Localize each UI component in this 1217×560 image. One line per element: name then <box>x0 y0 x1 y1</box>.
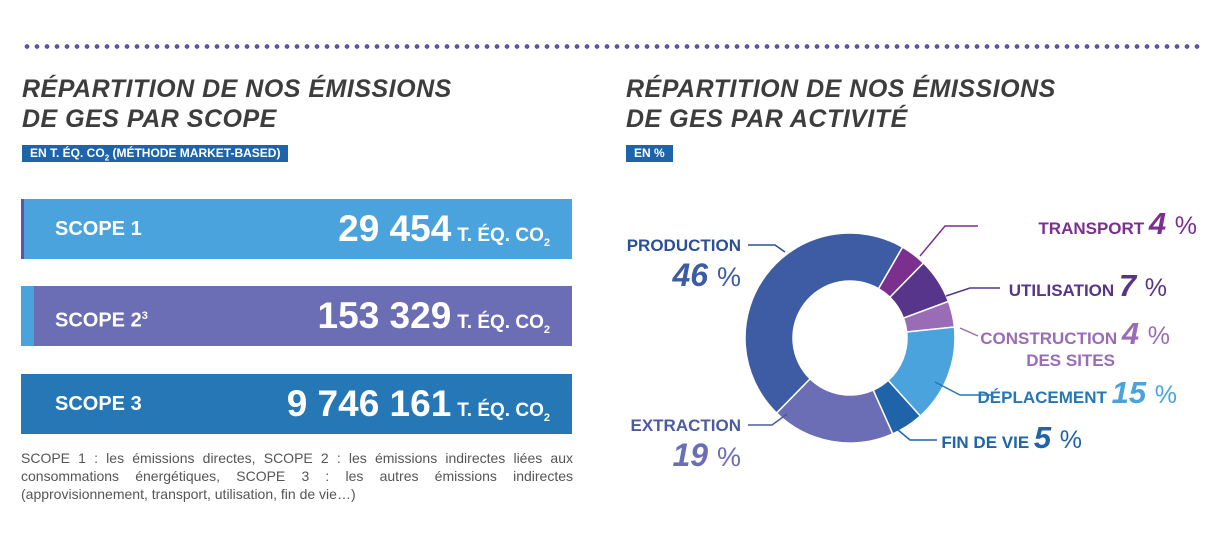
scope-title-line2: DE GES PAR SCOPE <box>22 105 277 133</box>
activity-unit-tag-text: EN % <box>634 146 665 160</box>
scope-1-value: 29 454 T. ÉQ. CO2 <box>338 199 550 273</box>
scope-2-value: 153 329 T. ÉQ. CO2 <box>318 286 550 360</box>
label-value-transport: TRANSPORT 4 % <box>1038 206 1197 241</box>
leader-line-d-placement <box>934 381 993 396</box>
donut-slice-production <box>744 232 904 415</box>
value-extraction: 19 % <box>673 437 742 473</box>
label-value-utilisation: UTILISATION 7 % <box>1009 268 1167 303</box>
scope-2-number: 153 329 <box>317 295 452 336</box>
scope-2-label: SCOPE 23 <box>55 286 148 351</box>
scope-2-bar: SCOPE 23 153 329 T. ÉQ. CO2 <box>21 286 572 346</box>
scope-unit-tag-suffix: (MÉTHODE MARKET-BASED) <box>109 146 281 160</box>
scope-1-unit-sub: 2 <box>543 236 550 249</box>
activity-unit-tag: EN % <box>626 145 673 162</box>
scope-2-unit-sub: 2 <box>543 323 550 336</box>
scope-1-accent <box>21 199 24 259</box>
scope-title: RÉPARTITION DE NOS ÉMISSIONS DE GES PAR … <box>22 74 452 134</box>
scope-1-label: SCOPE 1 <box>55 199 142 259</box>
scope-2-unit: T. ÉQ. CO <box>457 312 544 333</box>
scope-3-label-text: SCOPE 3 <box>55 393 142 415</box>
activity-title: RÉPARTITION DE NOS ÉMISSIONS DE GES PAR … <box>626 74 1056 134</box>
scope-3-number: 9 746 161 <box>286 383 452 424</box>
scope-1-bar: SCOPE 1 29 454 T. ÉQ. CO2 <box>21 199 572 259</box>
leader-line-production <box>748 244 786 253</box>
scope-3-bar: SCOPE 3 9 746 161 T. ÉQ. CO2 <box>21 374 572 434</box>
activity-title-line1: RÉPARTITION DE NOS ÉMISSIONS <box>626 75 1056 103</box>
scope-1-label-text: SCOPE 1 <box>55 218 142 240</box>
label-value-d-placement: DÉPLACEMENT 15 % <box>978 375 1177 410</box>
leader-line-transport <box>919 225 978 257</box>
scope-2-accent <box>21 286 34 346</box>
scope-1-unit: T. ÉQ. CO <box>457 225 544 246</box>
leader-line-extraction <box>748 413 788 426</box>
dotted-divider <box>22 44 1200 49</box>
activity-title-line2: DE GES PAR ACTIVITÉ <box>626 105 908 133</box>
scope-1-number: 29 454 <box>338 208 452 249</box>
leader-line-fin-de-vie <box>891 424 937 441</box>
scope-unit-tag: EN T. ÉQ. CO2 (MÉTHODE MARKET-BASED) <box>22 145 289 163</box>
scope-3-unit-sub: 2 <box>543 411 550 424</box>
scope-3-unit: T. ÉQ. CO <box>457 400 544 421</box>
scope-unit-tag-text: EN T. ÉQ. CO <box>30 146 105 160</box>
scope-2-footnote-mark: 3 <box>141 310 148 322</box>
leader-line-construction-des-sites <box>959 327 979 337</box>
label-production: PRODUCTION <box>627 236 741 255</box>
scope-unit-tag-sub: 2 <box>104 153 110 163</box>
leader-line-utilisation <box>945 287 1000 297</box>
label-extraction: EXTRACTION <box>631 416 742 435</box>
scope-footnote: SCOPE 1 : les émissions directes, SCOPE … <box>21 450 573 502</box>
label-value-construction-des-sites: CONSTRUCTION 4 % <box>980 316 1170 351</box>
scope-2-label-text: SCOPE 2 <box>55 309 142 332</box>
label-construction-des-sites-line2: DES SITES <box>1026 351 1115 370</box>
scope-title-line1: RÉPARTITION DE NOS ÉMISSIONS <box>22 75 452 103</box>
scope-3-label: SCOPE 3 <box>55 374 142 434</box>
scope-3-value: 9 746 161 T. ÉQ. CO2 <box>287 374 550 448</box>
label-value-fin-de-vie: FIN DE VIE 5 % <box>941 420 1082 455</box>
value-production: 46 % <box>672 257 742 293</box>
